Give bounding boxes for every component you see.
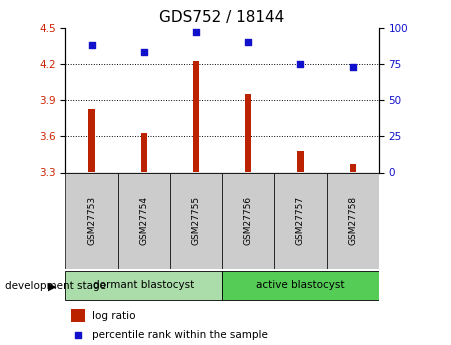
Text: percentile rank within the sample: percentile rank within the sample xyxy=(92,331,268,341)
Point xyxy=(349,64,356,69)
Point xyxy=(244,39,252,45)
Bar xyxy=(297,151,304,172)
Text: dormant blastocyst: dormant blastocyst xyxy=(93,280,194,290)
Bar xyxy=(141,132,147,172)
FancyBboxPatch shape xyxy=(65,172,118,269)
Bar xyxy=(88,108,95,172)
Text: development stage: development stage xyxy=(5,282,106,291)
Point xyxy=(297,61,304,67)
FancyBboxPatch shape xyxy=(274,172,327,269)
Text: GSM27758: GSM27758 xyxy=(348,196,357,245)
FancyBboxPatch shape xyxy=(222,271,379,300)
FancyBboxPatch shape xyxy=(118,172,170,269)
Text: GSM27757: GSM27757 xyxy=(296,196,305,245)
Bar xyxy=(193,61,199,172)
Point xyxy=(88,42,95,48)
Bar xyxy=(71,309,85,322)
Bar xyxy=(245,94,251,172)
FancyBboxPatch shape xyxy=(222,172,274,269)
Bar xyxy=(350,164,356,172)
FancyBboxPatch shape xyxy=(327,172,379,269)
Point xyxy=(140,49,147,55)
FancyBboxPatch shape xyxy=(65,271,222,300)
Text: GSM27754: GSM27754 xyxy=(139,196,148,245)
Text: active blastocyst: active blastocyst xyxy=(256,280,345,290)
Text: ▶: ▶ xyxy=(48,282,56,291)
Point xyxy=(74,333,82,338)
FancyBboxPatch shape xyxy=(170,172,222,269)
Text: GSM27753: GSM27753 xyxy=(87,196,96,245)
Point xyxy=(193,29,200,35)
Text: GSM27756: GSM27756 xyxy=(244,196,253,245)
Text: GSM27755: GSM27755 xyxy=(192,196,201,245)
Text: log ratio: log ratio xyxy=(92,310,136,321)
Title: GDS752 / 18144: GDS752 / 18144 xyxy=(160,10,285,25)
